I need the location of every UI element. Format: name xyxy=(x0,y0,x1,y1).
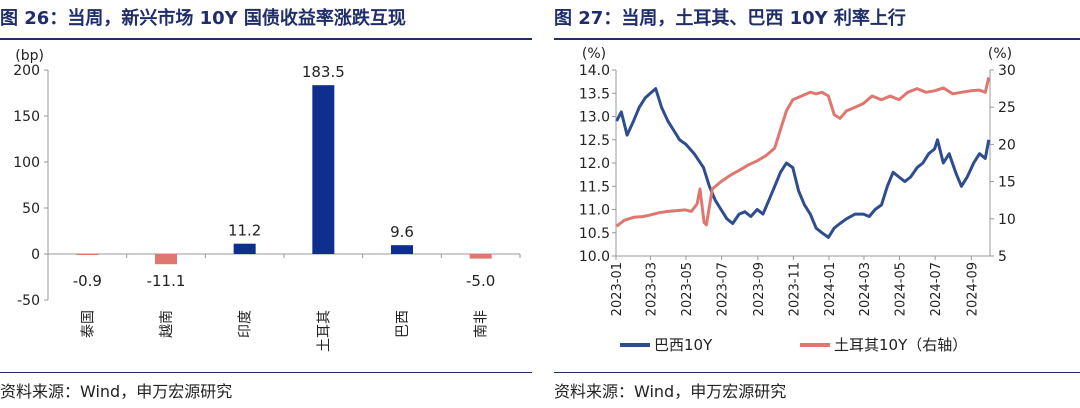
x-tick-label: 2023-09 xyxy=(752,262,767,316)
left-tick-label: 10.5 xyxy=(579,226,610,242)
category-label: 越南 xyxy=(159,310,175,338)
left-axis-unit: (%) xyxy=(582,46,606,62)
left-tick-label: 11.0 xyxy=(579,203,610,219)
left-source-divider xyxy=(0,372,532,373)
bar-value-label: 183.5 xyxy=(302,63,345,81)
right-tick-label: 20 xyxy=(998,137,1016,153)
left-title-divider xyxy=(0,38,532,40)
left-tick-label: 13.5 xyxy=(579,86,610,102)
x-tick-label: 2024-07 xyxy=(929,262,944,316)
bar-1 xyxy=(76,254,99,255)
x-tick-label: 2023-05 xyxy=(680,262,695,316)
legend-label-2: 土耳其10Y（右轴） xyxy=(834,336,967,354)
category-label: 土耳其 xyxy=(316,310,332,352)
y-tick-label: 200 xyxy=(13,63,40,79)
right-tick-label: 5 xyxy=(998,249,1007,265)
y-tick-label: 100 xyxy=(13,155,40,171)
left-tick-label: 12.0 xyxy=(579,156,610,172)
left-figure-title: 图 26：当周，新兴市场 10Y 国债收益率涨跌互现 xyxy=(0,8,406,29)
y-tick-label: 50 xyxy=(22,201,40,217)
bar-value-label: 9.6 xyxy=(390,223,414,241)
bar-2 xyxy=(155,254,177,265)
left-figure: 图 26：当周，新兴市场 10Y 国债收益率涨跌互现 (bp) -50 0 50 100… xyxy=(0,0,532,408)
category-label: 印度 xyxy=(238,310,254,338)
left-tick-label: 14.0 xyxy=(579,63,610,79)
x-tick-label: 2023-11 xyxy=(787,262,802,316)
right-figure-title: 图 27：当周，土耳其、巴西 10Y 利率上行 xyxy=(554,8,906,29)
y-tick-label: 150 xyxy=(13,109,40,125)
y-tick-label: 0 xyxy=(31,247,40,263)
legend-label-1: 巴西10Y xyxy=(654,336,713,354)
category-label: 泰国 xyxy=(80,310,96,338)
left-tick-label: 12.5 xyxy=(579,133,610,149)
x-tick-label: 2024-05 xyxy=(894,262,909,316)
left-tick-label: 13.0 xyxy=(579,110,610,126)
right-title-divider xyxy=(554,38,1080,40)
right-tick-label: 10 xyxy=(998,212,1016,228)
x-tick-label: 2024-03 xyxy=(858,262,873,316)
left-tick-label: 11.5 xyxy=(579,179,610,195)
right-axis-unit: (%) xyxy=(988,46,1012,62)
bar-3 xyxy=(233,243,256,254)
y-axis-unit: (bp) xyxy=(15,48,44,64)
left-source-note: 资料来源：Wind，申万宏源研究 xyxy=(0,382,233,401)
bar-chart: (bp) -50 0 50 100 150 200 -0.9 泰国 -11.1 越南 11.2 印度 18… xyxy=(13,48,521,352)
bar-value-label: 11.2 xyxy=(228,222,261,240)
series-line-2 xyxy=(615,77,991,228)
right-tick-label: 15 xyxy=(998,175,1016,191)
right-source-divider xyxy=(554,372,1080,373)
bar-5 xyxy=(391,245,413,254)
left-tick-label: 10.0 xyxy=(579,249,610,265)
series-line-1 xyxy=(615,87,991,239)
category-label: 巴西 xyxy=(395,310,411,338)
x-tick-label: 2023-01 xyxy=(610,262,625,316)
right-tick-label: 25 xyxy=(998,100,1016,116)
line-chart: (%) (%) 10.0 10.5 11.0 11.5 12.0 12.5 13.0 13.5 14… xyxy=(579,46,1016,354)
y-tick-label: -50 xyxy=(17,293,40,309)
bar-value-label: -11.1 xyxy=(147,272,186,290)
right-source-note: 资料来源：Wind，申万宏源研究 xyxy=(554,382,787,401)
x-tick-label: 2024-09 xyxy=(965,262,980,316)
bar-6 xyxy=(469,254,492,259)
x-tick-label: 2024-01 xyxy=(823,262,838,316)
x-tick-label: 2023-07 xyxy=(716,262,731,316)
bar-4 xyxy=(312,85,335,255)
x-tick-label: 2023-03 xyxy=(644,262,659,316)
right-tick-label: 30 xyxy=(998,63,1016,79)
bar-value-label: -5.0 xyxy=(466,272,495,290)
bar-value-label: -0.9 xyxy=(73,272,102,290)
category-label: 南非 xyxy=(474,310,490,338)
right-figure: 图 27：当周，土耳其、巴西 10Y 利率上行 (%) (%) 10.0 10.5 11… xyxy=(554,0,1080,408)
